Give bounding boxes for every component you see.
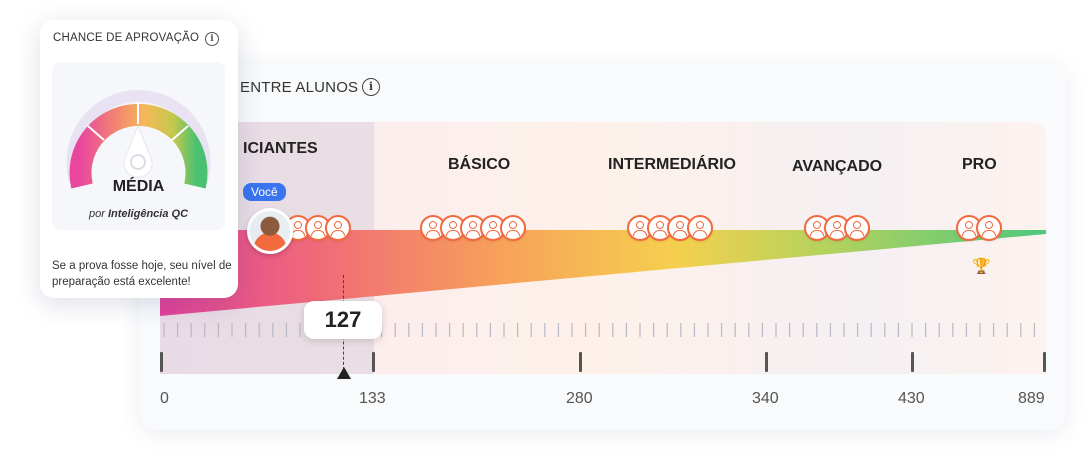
user-avatar-icon (500, 215, 526, 241)
gauge-source: por Inteligência QC (52, 208, 225, 220)
axis-label: 889 (1018, 390, 1045, 407)
level-label-basico: BÁSICO (448, 156, 511, 173)
gauge-dial (66, 90, 211, 193)
avatar-group-avancado[interactable] (804, 215, 870, 241)
progress-wedge (160, 230, 1046, 316)
my-avatar[interactable] (247, 208, 293, 254)
major-tick (911, 352, 914, 372)
avatar-group-iniciantes[interactable] (285, 215, 351, 241)
axis-label: 280 (566, 390, 593, 407)
trophy-icon: 🏆 (972, 258, 991, 275)
major-tick (765, 352, 768, 372)
user-avatar-icon (844, 215, 870, 241)
major-tick (372, 352, 375, 372)
user-avatar-icon (325, 215, 351, 241)
approval-chance-card: CHANCE DE APROVAÇÃO i MÉDIA (40, 20, 238, 298)
avatar-group-pro[interactable] (956, 215, 1002, 241)
ranking-info-icon[interactable]: i (362, 78, 380, 96)
score-marker-arrow-icon (337, 367, 351, 379)
major-tick (1043, 352, 1046, 372)
you-badge: Você (243, 183, 286, 201)
gauge-level: MÉDIA (112, 178, 165, 195)
approval-info-icon[interactable]: i (205, 32, 219, 46)
user-avatar-icon (976, 215, 1002, 241)
major-tick (579, 352, 582, 372)
approval-title: CHANCE DE APROVAÇÃO (53, 32, 200, 44)
ranking-title: ENTRE ALUNOS (240, 79, 359, 96)
level-label-iniciantes: ICIANTES (243, 140, 318, 157)
level-label-pro: PRO (962, 156, 997, 173)
major-tick (160, 352, 163, 372)
gauge-source-name: Inteligência QC (107, 208, 189, 220)
axis-label: 430 (898, 390, 925, 407)
user-avatar-icon (687, 215, 713, 241)
axis-label: 0 (160, 390, 169, 407)
approval-message: Se a prova fosse hoje, seu nível de prep… (52, 260, 232, 288)
gauge-source-prefix: por (88, 208, 105, 220)
minor-ticks (163, 323, 1036, 337)
user-score: 127 (304, 301, 382, 339)
avatar-group-basico[interactable] (420, 215, 526, 241)
avatar-group-intermediario[interactable] (627, 215, 713, 241)
approval-gauge: MÉDIA por Inteligência QC (52, 62, 225, 230)
level-label-intermediario: INTERMEDIÁRIO (608, 156, 736, 173)
level-label-avancado: AVANÇADO (792, 158, 883, 175)
axis-label: 133 (359, 390, 386, 407)
axis-label: 340 (752, 390, 779, 407)
